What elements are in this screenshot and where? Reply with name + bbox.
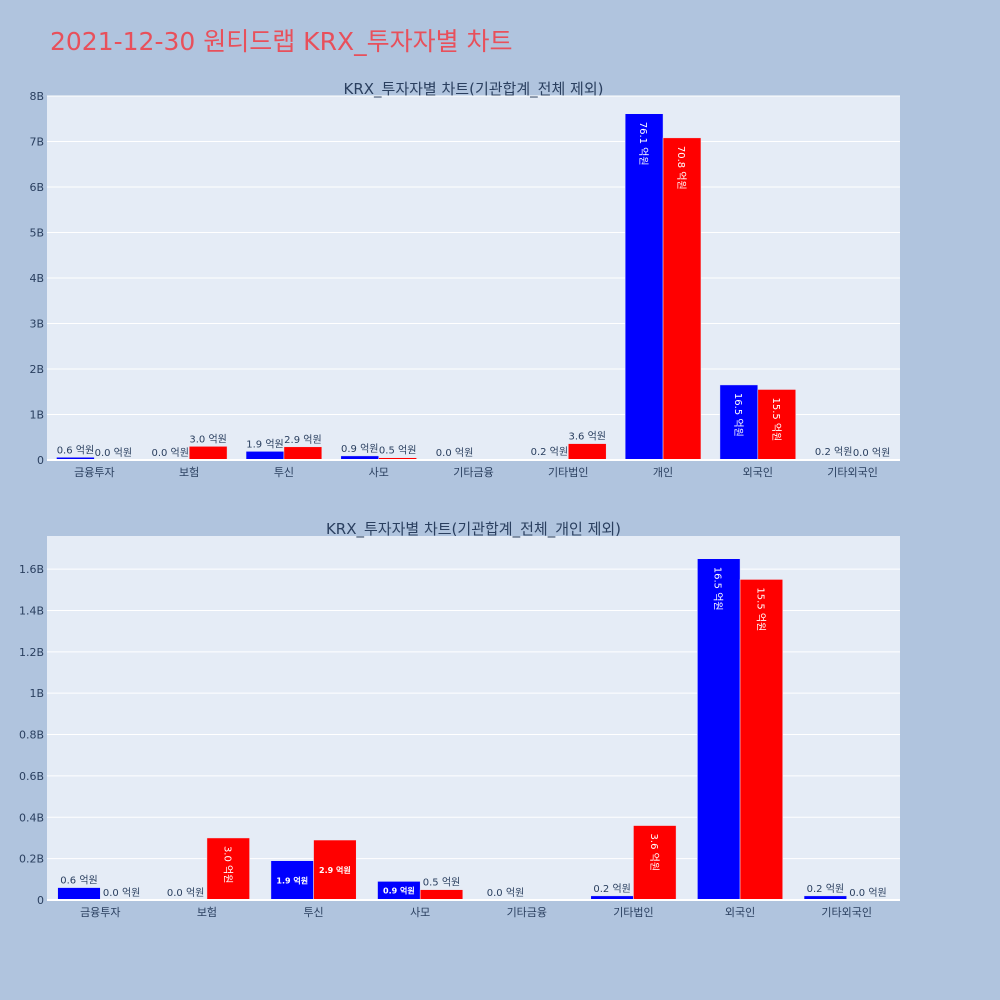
x-tick-label: 금융투자 (80, 906, 120, 919)
chart-title: KRX_투자자별 차트(기관합계_전체 제외) (344, 80, 604, 99)
y-tick-label: 1B (29, 409, 44, 422)
bar (662, 137, 702, 461)
data-label: 15.5 억원 (754, 587, 766, 631)
x-tick-label: 기타외국인 (821, 906, 872, 919)
y-tick-label: 0 (37, 454, 44, 467)
bar (739, 579, 783, 901)
data-label: 3.0 억원 (189, 433, 226, 445)
page-title: 2021-12-30 원티드랩 KRX_투자자별 차트 (50, 27, 513, 56)
bar (633, 825, 677, 901)
x-tick-label: 기타법인 (613, 906, 653, 919)
data-label: 0.2 억원 (807, 883, 844, 895)
bar (206, 837, 250, 901)
data-label: 1.9 억원 (246, 438, 283, 450)
y-tick-label: 6B (29, 181, 44, 194)
y-tick-label: 7B (29, 136, 44, 149)
x-tick-label: 보험 (179, 466, 199, 479)
data-label: 0.0 억원 (151, 447, 188, 459)
data-label: 3.6 억원 (648, 834, 660, 871)
bar (188, 446, 228, 461)
x-tick-label: 투신 (303, 906, 323, 919)
data-label: 0.9 억원 (383, 886, 415, 896)
data-label: 15.5 억원 (770, 397, 782, 441)
data-label: 3.6 억원 (568, 431, 605, 443)
data-label: 0.0 억원 (849, 887, 886, 899)
bar (757, 389, 796, 461)
y-tick-label: 0.4B (19, 811, 44, 824)
x-tick-label: 보험 (197, 906, 217, 919)
x-tick-label: 외국인 (743, 466, 773, 479)
y-tick-label: 1.6B (19, 563, 44, 576)
chart-title: KRX_투자자별 차트(기관합계_전체_개인 제외) (326, 520, 621, 539)
x-tick-label: 사모 (410, 906, 430, 919)
bar (57, 887, 101, 901)
data-label: 70.8 억원 (675, 146, 687, 190)
x-tick-label: 금융투자 (74, 466, 114, 479)
y-tick-label: 0.8B (19, 729, 44, 742)
data-label: 0.6 억원 (57, 444, 94, 456)
x-tick-label: 기타법인 (548, 466, 588, 479)
y-tick-label: 0 (37, 894, 44, 907)
data-label: 2.9 억원 (284, 434, 321, 446)
y-tick-label: 1.4B (19, 604, 44, 617)
y-tick-label: 5B (29, 227, 44, 240)
data-label: 3.0 억원 (221, 846, 233, 883)
data-label: 16.5 억원 (732, 393, 744, 437)
x-tick-label: 기타외국인 (827, 466, 878, 479)
data-label: 0.6 억원 (60, 875, 97, 887)
bar (697, 558, 741, 901)
data-label: 0.0 억원 (436, 447, 473, 459)
y-tick-label: 3B (29, 318, 44, 331)
data-label: 2.9 억원 (319, 865, 351, 875)
data-label: 16.5 억원 (712, 567, 724, 611)
y-tick-label: 4B (29, 272, 44, 285)
data-label: 0.5 억원 (423, 877, 460, 889)
x-tick-label: 기타금융 (507, 906, 547, 919)
bar (624, 113, 664, 461)
data-label: 0.0 억원 (103, 887, 140, 899)
data-label: 0.0 억원 (167, 887, 204, 899)
data-label: 0.0 억원 (95, 447, 132, 459)
x-tick-label: 외국인 (725, 906, 755, 919)
data-label: 0.5 억원 (379, 445, 416, 457)
data-label: 0.2 억원 (593, 883, 630, 895)
x-tick-label: 투신 (274, 466, 294, 479)
y-tick-label: 2B (29, 363, 44, 376)
bar (283, 446, 323, 461)
chart-bottom: KRX_투자자별 차트(기관합계_전체_개인 제외) 0 0.2B 0.4B 0.6B 0… (19, 520, 900, 919)
data-label: 0.2 억원 (815, 446, 852, 458)
x-tick-label: 기타금융 (453, 466, 493, 479)
bar (568, 443, 607, 461)
chart-top: KRX_투자자별 차트(기관합계_전체 제외) 0 1B 2B 3B 4B 5B 6B 7B 8B… (29, 80, 900, 479)
data-label: 1.9 억원 (276, 875, 308, 885)
bar (419, 889, 464, 901)
y-tick-label: 1B (29, 687, 44, 700)
bar (313, 839, 357, 901)
y-tick-label: 0.6B (19, 770, 44, 783)
y-tick-label: 1.2B (19, 646, 44, 659)
data-label: 76.1 억원 (637, 122, 649, 166)
data-label: 0.0 억원 (487, 887, 524, 899)
y-tick-label: 0.2B (19, 853, 44, 866)
data-label: 0.0 억원 (853, 447, 890, 459)
bar (245, 451, 285, 461)
data-label: 0.2 억원 (531, 446, 568, 458)
x-tick-label: 사모 (369, 466, 389, 479)
data-label: 0.9 억원 (341, 443, 378, 455)
y-tick-label: 8B (29, 90, 44, 103)
x-tick-label: 개인 (653, 466, 673, 479)
